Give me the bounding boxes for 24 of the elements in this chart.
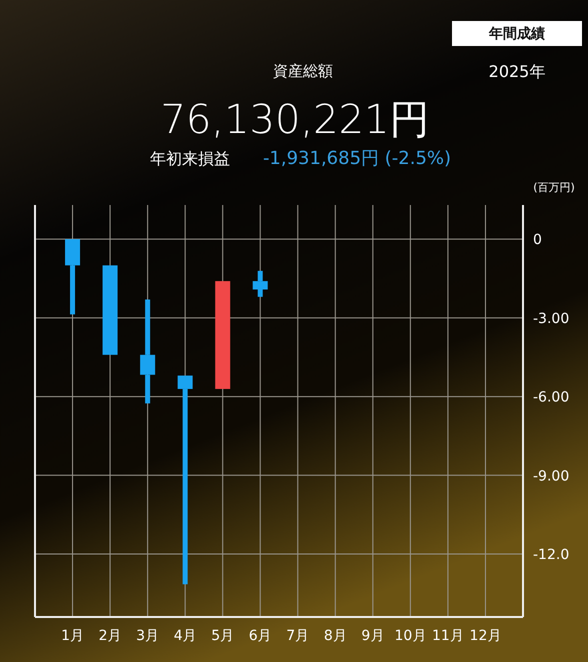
chart-subtitle: 76,130,221円 [160,97,430,143]
x-tick-label: 10月 [394,628,426,644]
x-tick-label: 7月 [286,628,310,644]
x-tick-label: 6月 [248,628,272,644]
x-tick-label: 3月 [136,628,160,644]
text: 年初来損益 [150,149,230,168]
x-tick-label: 1月 [61,628,84,644]
x-tick-label: 11月 [432,628,464,644]
x-tick-label: 2月 [98,628,122,644]
x-tick-label: 9月 [361,628,384,644]
chart-title: 資産総額 [273,62,333,80]
y-tick-label: -3.00 [533,310,570,327]
x-tick-label: 4月 [174,628,197,644]
text: 2025年 [488,62,546,81]
text: 年間成績 [488,26,545,42]
x-tick-label: 12月 [470,628,502,644]
y-tick-label: -6.00 [533,390,570,406]
y-tick-label: 0 [533,232,542,248]
y-tick-label: -12.0 [533,547,570,564]
x-tick-label: 5月 [211,628,234,644]
y-tick-label: -9.00 [533,468,570,484]
y-axis-title: (百万円) [533,181,575,194]
x-tick-label: 8月 [324,628,347,644]
text: -1,931,685円 (-2.5%) [262,148,452,169]
